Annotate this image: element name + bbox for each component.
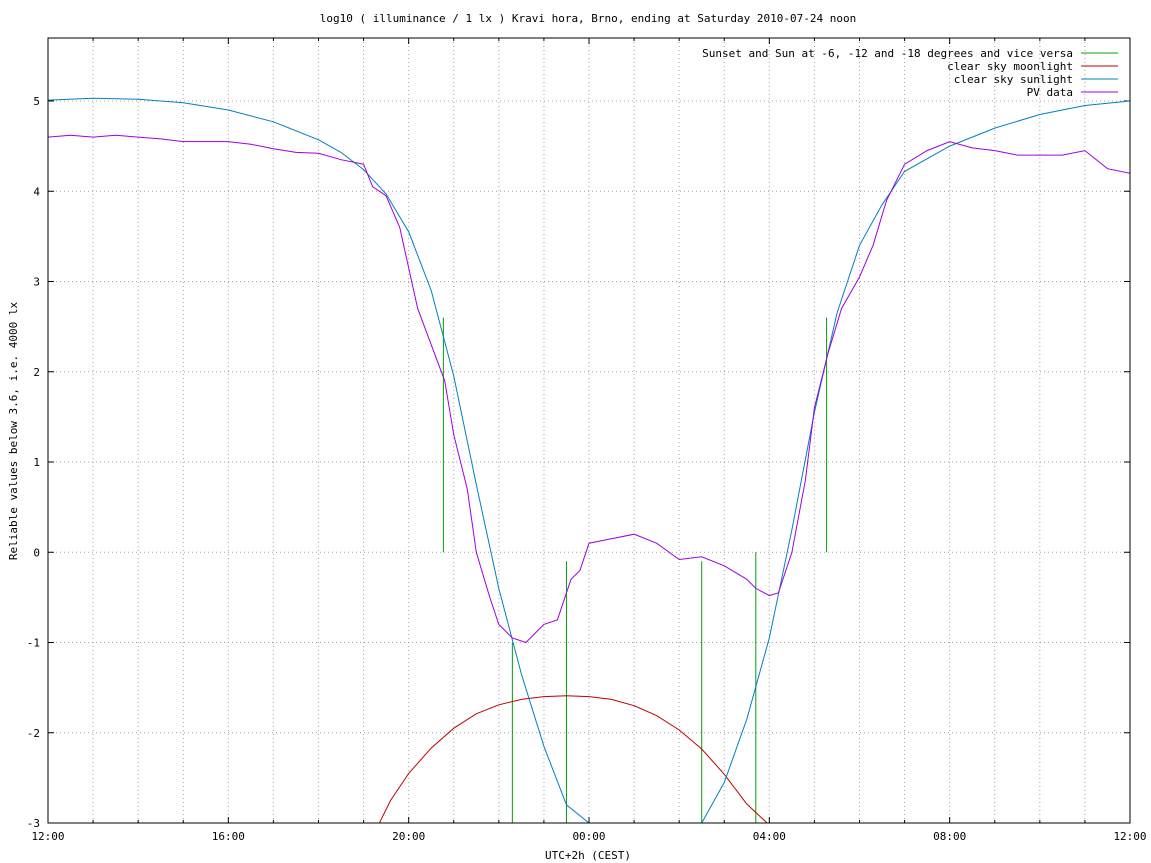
legend: Sunset and Sun at -6, -12 and -18 degree…	[702, 47, 1118, 99]
legend-label: clear sky moonlight	[947, 60, 1073, 73]
x-axis-label: UTC+2h (CEST)	[545, 849, 631, 862]
y-tick-label: 3	[33, 276, 40, 289]
x-tick-label: 04:00	[753, 830, 786, 843]
legend-label: clear sky sunlight	[954, 73, 1073, 86]
y-axis: 5 4 3 2 1 0 -1 -2 -3	[27, 95, 1130, 830]
y-tick-label: 2	[33, 366, 40, 379]
x-tick-label: 16:00	[212, 830, 245, 843]
y-tick-label: -3	[27, 817, 40, 830]
series-1	[378, 695, 768, 823]
x-tick-label: 12:00	[1113, 830, 1146, 843]
y-tick-label: 0	[33, 546, 40, 559]
y-tick-label: -2	[27, 727, 40, 740]
y-tick-label: 5	[33, 95, 40, 108]
x-tick-label: 00:00	[572, 830, 605, 843]
series-line	[48, 134, 1130, 644]
y-tick-label: -1	[27, 637, 40, 650]
x-axis: 12:00 16:00 20:00 00:00 04:00 08:00 12:00	[31, 38, 1147, 843]
plot-area	[48, 97, 1130, 823]
series-3	[48, 134, 1130, 644]
chart-title: log10 ( illuminance / 1 lx ) Kravi hora,…	[320, 12, 856, 25]
x-tick-label: 08:00	[933, 830, 966, 843]
legend-label: PV data	[1027, 86, 1073, 99]
plot-frame	[47, 37, 1131, 824]
x-tick-label: 20:00	[392, 830, 425, 843]
y-tick-label: 1	[33, 456, 40, 469]
legend-label: Sunset and Sun at -6, -12 and -18 degree…	[702, 47, 1073, 60]
grid	[48, 38, 1130, 823]
series-line	[378, 695, 768, 823]
y-tick-label: 4	[33, 185, 40, 198]
y-axis-label: Reliable values below 3.6, i.e. 4000 lx	[7, 301, 20, 560]
x-tick-label: 12:00	[31, 830, 64, 843]
